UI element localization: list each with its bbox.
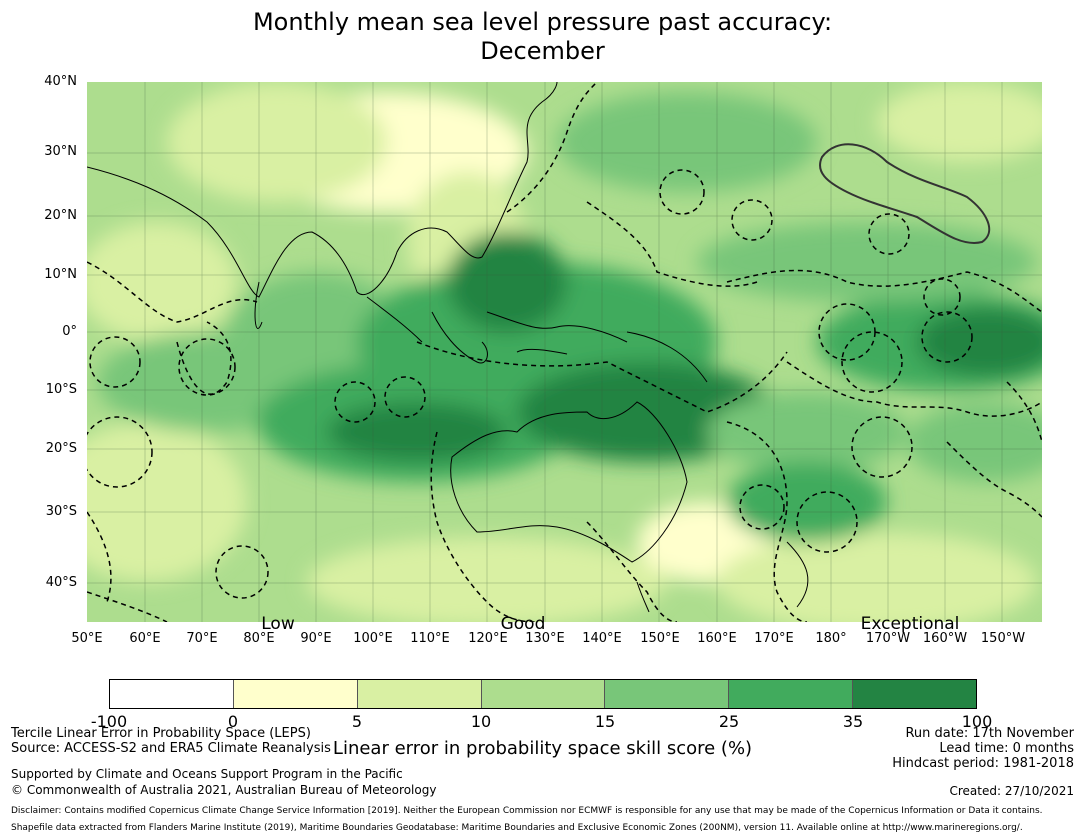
lat-label: 20°S xyxy=(45,441,77,456)
lon-label: 50°E xyxy=(71,631,103,646)
lat-label: 40°N xyxy=(44,74,77,89)
title-line-2: December xyxy=(480,37,605,65)
colorbar-segment xyxy=(110,680,234,708)
lon-label: 170°W xyxy=(865,631,911,646)
lat-label: 10°N xyxy=(44,267,77,282)
colorbar-segment xyxy=(853,680,977,708)
colorbar-tick: 35 xyxy=(842,712,864,731)
skill-field xyxy=(87,82,1042,622)
lat-label: 30°N xyxy=(44,144,77,159)
map-svg xyxy=(87,82,1042,622)
footer-support: Supported by Climate and Oceans Support … xyxy=(11,767,403,781)
lon-label: 150°E xyxy=(640,631,680,646)
lon-label: 140°E xyxy=(582,631,622,646)
lat-label: 40°S xyxy=(45,575,77,590)
coastlines xyxy=(87,82,809,613)
colorbar-label: Linear error in probability space skill … xyxy=(332,738,753,759)
lon-label: 90°E xyxy=(300,631,332,646)
footer-hindcast: Hindcast period: 1981-2018 xyxy=(892,756,1074,771)
footer-created: Created: 27/10/2021 xyxy=(949,784,1074,798)
colorbar-segment xyxy=(729,680,854,708)
hawaii-eez xyxy=(819,143,991,244)
lat-label: 10°S xyxy=(45,382,77,397)
colorbar-segment xyxy=(605,680,730,708)
lon-label: 80°E xyxy=(243,631,275,646)
lon-label: 150°W xyxy=(980,631,1026,646)
colorbar-tick: 25 xyxy=(718,712,740,731)
colorbar-tick: 15 xyxy=(594,712,616,731)
chart-title: Monthly mean sea level pressure past acc… xyxy=(0,8,1085,66)
lon-label: 130°E xyxy=(525,631,565,646)
colorbar-segment xyxy=(357,680,482,708)
colorbar-tick: 100 xyxy=(961,712,993,731)
lon-label: 160°W xyxy=(922,631,968,646)
lon-label: 160°E xyxy=(697,631,737,646)
lat-label: 20°N xyxy=(44,208,77,223)
category-low: Low xyxy=(261,614,295,634)
colorbar-tick: 10 xyxy=(470,712,492,731)
title-line-1: Monthly mean sea level pressure past acc… xyxy=(252,8,833,36)
lon-label: 180° xyxy=(815,631,847,646)
lon-label: 100°E xyxy=(353,631,393,646)
colorbar-segment xyxy=(233,680,358,708)
colorbar-tick: 5 xyxy=(351,712,363,731)
shapefile-credit: Shapefile data extracted from Flanders M… xyxy=(11,823,1023,833)
lon-label: 60°E xyxy=(129,631,161,646)
eez-boundaries xyxy=(87,82,1042,622)
lon-label: 70°E xyxy=(186,631,218,646)
footer-source: Source: ACCESS-S2 and ERA5 Climate Reana… xyxy=(11,741,331,756)
lat-label: 0° xyxy=(62,324,77,339)
colorbar-tick: 0 xyxy=(227,712,239,731)
category-exceptional: Exceptional xyxy=(860,614,960,634)
lon-label: 120°E xyxy=(468,631,508,646)
footer-copyright: © Commonwealth of Australia 2021, Austra… xyxy=(11,783,437,797)
category-good: Good xyxy=(500,614,546,634)
lat-label: 30°S xyxy=(45,504,77,519)
colorbar xyxy=(109,679,977,709)
lon-label: 170°E xyxy=(754,631,794,646)
footer-run-date: Run date: 17th November xyxy=(905,726,1074,741)
footer-lead-time: Lead time: 0 months xyxy=(939,741,1074,756)
skill-map xyxy=(87,82,1042,622)
footer-method: Tercile Linear Error in Probability Spac… xyxy=(11,726,311,741)
disclaimer-text: Disclaimer: Contains modified Copernicus… xyxy=(11,806,1043,816)
colorbar-segment xyxy=(481,680,606,708)
colorbar-tick: -100 xyxy=(90,712,128,731)
lon-label: 110°E xyxy=(410,631,450,646)
